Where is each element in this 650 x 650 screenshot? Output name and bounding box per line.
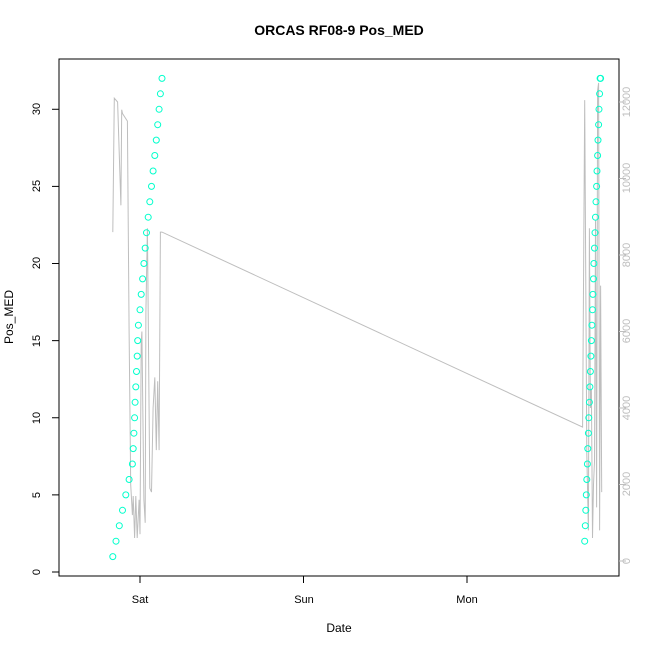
data-point — [582, 506, 590, 514]
x-tick-label: Sat — [132, 594, 149, 606]
data-point — [122, 491, 130, 499]
data-point — [581, 537, 589, 545]
data-point — [592, 198, 600, 206]
data-point — [128, 460, 136, 468]
y2-tick-label: 6000 — [621, 319, 633, 343]
data-point — [587, 352, 595, 360]
data-point — [586, 383, 594, 391]
data-point — [154, 121, 162, 129]
x-axis-label: Date — [326, 621, 352, 635]
data-point — [156, 90, 164, 98]
data-point — [131, 414, 139, 422]
data-point — [594, 136, 602, 144]
data-point — [134, 337, 142, 345]
data-point — [585, 398, 593, 406]
data-point — [585, 414, 593, 422]
data-point — [130, 429, 138, 437]
data-point — [591, 229, 599, 237]
y-tick-label: 25 — [31, 180, 43, 192]
data-point — [593, 167, 601, 175]
data-point — [590, 275, 597, 283]
data-point — [137, 290, 145, 298]
plot-frame — [58, 58, 620, 577]
data-point — [148, 182, 155, 190]
data-point — [139, 275, 147, 283]
data-point — [144, 213, 152, 221]
data-point — [592, 213, 599, 221]
data-point — [595, 121, 603, 129]
data-point — [140, 260, 148, 267]
data-point — [134, 321, 142, 329]
data-point — [584, 445, 592, 453]
data-point — [597, 74, 605, 82]
data-point — [143, 229, 150, 237]
y2-tick-label: 0 — [621, 558, 633, 564]
data-point — [591, 244, 598, 252]
y2-tick-label: 12000 — [621, 87, 633, 118]
y2-tick-label: 4000 — [621, 396, 633, 420]
data-point — [131, 398, 139, 406]
y-tick-label: 0 — [31, 569, 43, 575]
data-point — [584, 429, 592, 437]
data-point — [155, 105, 163, 113]
data-point — [589, 290, 597, 298]
y2-tick-label: 10000 — [621, 163, 633, 194]
data-point — [115, 522, 123, 530]
data-point — [590, 260, 598, 267]
y2-tick-label: 8000 — [621, 243, 633, 267]
data-point — [133, 352, 141, 360]
data-point — [158, 74, 166, 82]
data-point — [149, 167, 157, 175]
y-tick-label: 15 — [31, 335, 43, 347]
data-point — [587, 337, 595, 345]
y-tick-label: 5 — [31, 492, 43, 498]
data-point — [595, 105, 603, 113]
y2-axis: 0 2000 4000 6000 8000 10000 12000 — [619, 87, 633, 564]
x-tick-label: Sun — [294, 594, 314, 606]
data-point — [141, 244, 149, 252]
x-tick-label: Mon — [456, 594, 477, 606]
y-axis-label: Pos_MED — [2, 290, 16, 344]
data-point — [132, 383, 140, 391]
plot-area — [58, 58, 620, 577]
data-point — [125, 476, 133, 483]
data-point — [146, 198, 154, 206]
data-point — [151, 152, 159, 159]
data-point — [582, 491, 590, 499]
y-tick-label: 10 — [31, 412, 43, 424]
data-point — [589, 306, 596, 314]
data-point — [112, 537, 120, 545]
y-axis: 0 5 10 15 20 25 30 — [31, 103, 60, 575]
data-point — [583, 476, 591, 483]
chart-title: ORCAS RF08-9 Pos_MED — [254, 22, 424, 38]
data-point — [594, 152, 602, 159]
series-line — [112, 82, 603, 539]
data-point — [596, 90, 604, 98]
data-point — [581, 522, 589, 530]
data-point — [133, 368, 140, 375]
data-point — [586, 368, 594, 375]
x-axis: Sat Sun Mon — [132, 576, 478, 606]
data-point — [152, 136, 160, 144]
y2-tick-label: 2000 — [621, 472, 633, 496]
data-point — [119, 506, 126, 514]
y-tick-label: 20 — [31, 257, 43, 269]
data-point — [109, 553, 117, 561]
data-point — [593, 182, 601, 190]
data-point — [136, 306, 144, 314]
data-point — [588, 321, 596, 329]
data-point — [583, 460, 591, 468]
data-point — [129, 445, 137, 453]
y-tick-label: 30 — [31, 103, 43, 115]
